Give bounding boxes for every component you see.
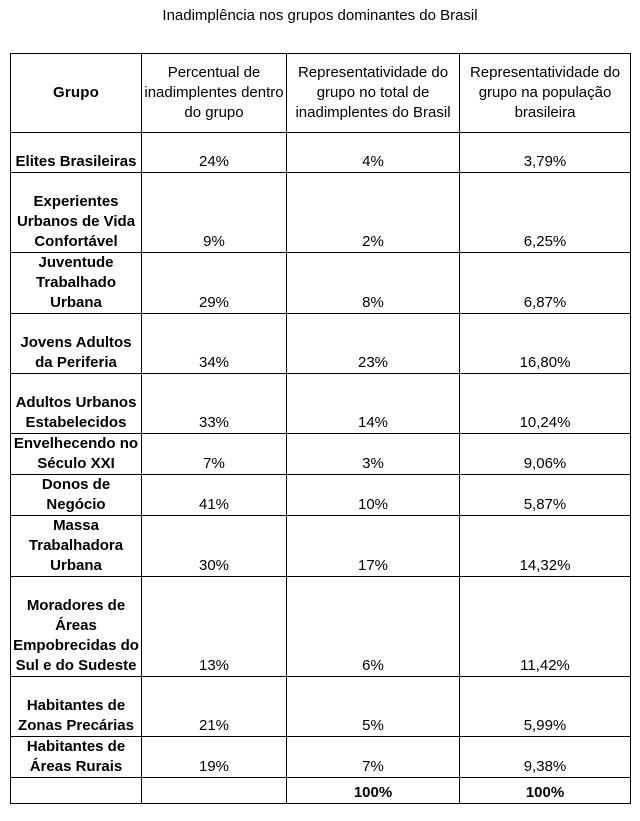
pct-in-group-cell: 13%	[141, 576, 287, 677]
share-defaulters-cell: 6%	[286, 576, 460, 677]
group-name-cell: Juventude Trabalhado Urbana	[10, 252, 142, 314]
group-name-cell: Adultos Urbanos Estabelecidos	[10, 373, 142, 434]
table-row: Envelhecendo no Século XXI 7% 3% 9,06%	[10, 433, 631, 475]
share-population-cell: 9,38%	[459, 736, 631, 778]
column-header-pct-in-group: Percentual de inadimplentes dentro do gr…	[141, 53, 287, 133]
pct-in-group-cell: 24%	[141, 132, 287, 173]
share-defaulters-cell: 4%	[286, 132, 460, 173]
column-header-group: Grupo	[10, 53, 142, 133]
group-name-cell: Jovens Adultos da Periferia	[10, 313, 142, 374]
share-population-cell: 6,25%	[459, 172, 631, 253]
group-name-cell: Habitantes de Zonas Precárias	[10, 676, 142, 737]
group-name-cell: Donos de Negócio	[10, 474, 142, 516]
table-row: Donos de Negócio 41% 10% 5,87%	[10, 474, 631, 516]
totals-share-population-cell: 100%	[459, 777, 631, 804]
table-row: Massa Trabalhadora Urbana 30% 17% 14,32%	[10, 515, 631, 577]
share-defaulters-cell: 7%	[286, 736, 460, 778]
share-population-cell: 11,42%	[459, 576, 631, 677]
share-defaulters-cell: 8%	[286, 252, 460, 314]
table-row: Habitantes de Zonas Precárias 21% 5% 5,9…	[10, 676, 631, 737]
share-population-cell: 10,24%	[459, 373, 631, 434]
pct-in-group-cell: 33%	[141, 373, 287, 434]
share-population-cell: 6,87%	[459, 252, 631, 314]
share-defaulters-cell: 5%	[286, 676, 460, 737]
pct-in-group-cell: 7%	[141, 433, 287, 475]
share-defaulters-cell: 17%	[286, 515, 460, 577]
pct-in-group-cell: 30%	[141, 515, 287, 577]
share-population-cell: 16,80%	[459, 313, 631, 374]
pct-in-group-cell: 34%	[141, 313, 287, 374]
column-header-share-defaulters: Representatividade do grupo no total de …	[286, 53, 460, 133]
share-population-cell: 14,32%	[459, 515, 631, 577]
default-rate-table: Grupo Percentual de inadimplentes dentro…	[10, 53, 631, 804]
totals-row: 100% 100%	[10, 777, 631, 804]
pct-in-group-cell: 29%	[141, 252, 287, 314]
totals-share-defaulters-cell: 100%	[286, 777, 460, 804]
pct-in-group-cell: 19%	[141, 736, 287, 778]
table-row: Habitantes de Áreas Rurais 19% 7% 9,38%	[10, 736, 631, 778]
totals-group-cell	[10, 777, 142, 804]
table-row: Moradores de Áreas Empobrecidas do Sul e…	[10, 576, 631, 677]
table-row: Adultos Urbanos Estabelecidos 33% 14% 10…	[10, 373, 631, 434]
table-row: Jovens Adultos da Periferia 34% 23% 16,8…	[10, 313, 631, 374]
share-population-cell: 9,06%	[459, 433, 631, 475]
group-name-cell: Envelhecendo no Século XXI	[10, 433, 142, 475]
share-defaulters-cell: 23%	[286, 313, 460, 374]
group-name-cell: Habitantes de Áreas Rurais	[10, 736, 142, 778]
share-population-cell: 5,99%	[459, 676, 631, 737]
share-defaulters-cell: 3%	[286, 433, 460, 475]
share-defaulters-cell: 10%	[286, 474, 460, 516]
pct-in-group-cell: 9%	[141, 172, 287, 253]
group-name-cell: Moradores de Áreas Empobrecidas do Sul e…	[10, 576, 142, 677]
table-row: Experientes Urbanos de Vida Confortável …	[10, 172, 631, 253]
share-population-cell: 5,87%	[459, 474, 631, 516]
table-header-row: Grupo Percentual de inadimplentes dentro…	[10, 53, 631, 133]
share-defaulters-cell: 2%	[286, 172, 460, 253]
pct-in-group-cell: 21%	[141, 676, 287, 737]
page-title: Inadimplência nos grupos dominantes do B…	[162, 7, 478, 24]
pct-in-group-cell: 41%	[141, 474, 287, 516]
share-defaulters-cell: 14%	[286, 373, 460, 434]
group-name-cell: Massa Trabalhadora Urbana	[10, 515, 142, 577]
table-row: Elites Brasileiras 24% 4% 3,79%	[10, 132, 631, 173]
group-name-cell: Elites Brasileiras	[10, 132, 142, 173]
table-row: Juventude Trabalhado Urbana 29% 8% 6,87%	[10, 252, 631, 314]
share-population-cell: 3,79%	[459, 132, 631, 173]
column-header-share-population: Representatividade do grupo na população…	[459, 53, 631, 133]
totals-pct-in-group-cell	[141, 777, 287, 804]
group-name-cell: Experientes Urbanos de Vida Confortável	[10, 172, 142, 253]
